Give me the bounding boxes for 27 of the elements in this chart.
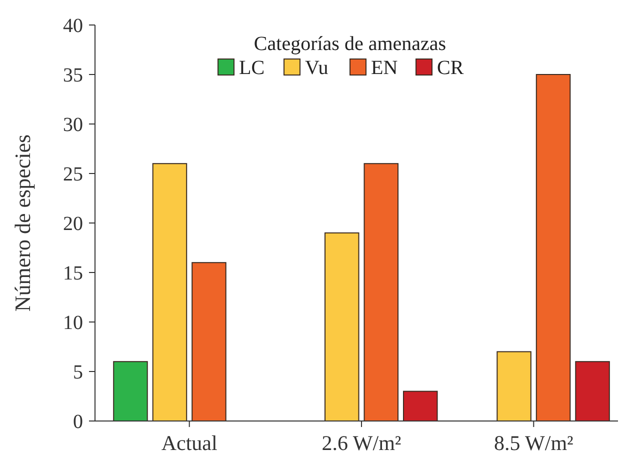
y-tick-label: 5 [73,362,83,384]
y-tick-label: 10 [63,312,83,334]
bar [192,262,226,422]
bar [113,361,148,422]
y-tick-label: 20 [63,213,83,235]
legend-label: EN [371,57,398,79]
y-tick-label: 30 [63,114,83,136]
y-tick-label: 40 [63,15,83,37]
x-tick-label: 2.6 W/m² [322,431,402,455]
bar [402,390,438,422]
y-tick-label: 35 [63,64,83,86]
bar [575,361,610,422]
x-tick-label: Actual [161,431,218,455]
bar [364,163,398,422]
legend-title: Categorías de amenazas [254,33,446,55]
bar [536,74,571,422]
y-tick-label: 25 [63,164,83,186]
y-tick-label: 15 [63,262,83,284]
y-tick-label: 0 [73,411,83,433]
bar [324,232,360,422]
bar [496,351,532,422]
x-tick-label: 8.5 W/m² [494,431,574,455]
legend-label: Vu [305,57,328,79]
legend-label: LC [239,57,265,79]
y-axis-title: Número de especies [10,134,35,312]
legend-label: CR [437,57,464,79]
bar [152,163,188,422]
